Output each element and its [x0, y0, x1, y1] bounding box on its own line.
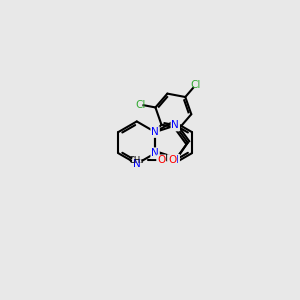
Text: N: N	[171, 155, 179, 165]
Text: Cl: Cl	[190, 80, 200, 90]
Text: Cl: Cl	[135, 100, 146, 110]
Text: CH₃: CH₃	[129, 156, 144, 165]
Text: N: N	[151, 148, 159, 158]
Text: N: N	[151, 127, 159, 137]
Text: O: O	[157, 155, 165, 165]
Text: N: N	[171, 121, 179, 130]
Text: N: N	[133, 159, 141, 169]
Text: O: O	[168, 155, 176, 165]
